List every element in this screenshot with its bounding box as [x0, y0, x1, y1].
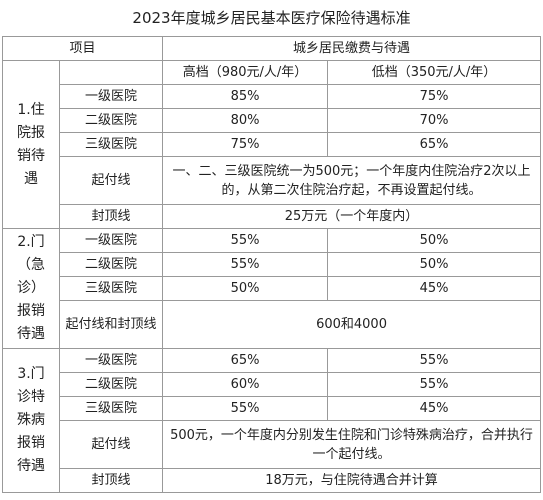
table-cell: 25万元（一个年度内） — [162, 204, 542, 229]
table-row: 三级医院 55% 45% — [3, 396, 542, 421]
table-cell: 起付线 — [58, 420, 164, 469]
table-cell: 城乡居民缴费与待遇 — [162, 36, 542, 61]
table-cell: 起付线 — [58, 156, 164, 205]
table-row: 3.门诊特殊病报销待遇 一级医院 65% 55% — [2, 348, 542, 493]
table-cell: 50% — [327, 252, 542, 277]
table-cell: 二级医院 — [58, 108, 164, 133]
table-cell: 70% — [327, 108, 542, 133]
table-cell: 55% — [162, 228, 329, 253]
table-cell: 1.住院报销待遇 — [2, 60, 60, 229]
table-cell: 起付线和封顶线 — [58, 300, 164, 349]
table-cell: 65% — [327, 132, 542, 157]
table-row: 起付线 500元，一个年度内分别发生住院和门诊特殊病治疗，合并执行一个起付线。 — [3, 420, 542, 469]
table-cell — [58, 60, 164, 85]
table-cell: 80% — [162, 108, 329, 133]
table-cell: 500元，一个年度内分别发生住院和门诊特殊病治疗，合并执行一个起付线。 — [162, 420, 542, 469]
table-cell: 一级医院 — [58, 84, 164, 109]
table-cell: 65% — [162, 348, 329, 373]
table-cell: 一、二、三级医院统一为500元；一个年度内住院治疗2次以上的，从第二次住院治疗起… — [162, 156, 542, 205]
table-row: 项目 城乡居民缴费与待遇 — [1, 36, 542, 61]
table-cell: 60% — [162, 372, 329, 397]
table-row: 2.门（急诊）报销待遇 一级医院 55% 50% — [2, 228, 542, 349]
table-cell: 项目 — [1, 36, 164, 61]
table-cell: 3.门诊特殊病报销待遇 — [2, 348, 60, 493]
table-row: 封顶线 25万元（一个年度内） — [3, 204, 542, 229]
table-row: 1.住院报销待遇 高档（980元/人/年） 低档（350元/人/年） — [2, 60, 542, 229]
table-cell: 55% — [162, 396, 329, 421]
table-cell: 2.门（急诊）报销待遇 — [2, 228, 60, 349]
table-cell: 一级医院 — [58, 348, 164, 373]
table-cell: 85% — [162, 84, 329, 109]
table-cell: 45% — [327, 396, 542, 421]
table-cell: 二级医院 — [58, 252, 164, 277]
table-row: 一级医院 85% 75% — [3, 84, 542, 109]
table: 项目 城乡居民缴费与待遇 1.住院报销待遇 高档（980元/人/年） 低档（350元/人… — [1, 36, 542, 493]
table-row: 起付线 一、二、三级医院统一为500元；一个年度内住院治疗2次以上的，从第二次住院… — [3, 156, 542, 205]
table-row: 二级医院 80% 70% — [3, 108, 542, 133]
table-row: 二级医院 60% 55% — [3, 372, 542, 397]
table-cell: 三级医院 — [58, 132, 164, 157]
table-cell: 55% — [327, 372, 542, 397]
table-cell: 50% — [162, 276, 329, 301]
table-cell: 45% — [327, 276, 542, 301]
table-cell: 一级医院 — [58, 228, 164, 253]
table-row: 三级医院 50% 45% — [3, 276, 542, 301]
table-cell: 50% — [327, 228, 542, 253]
table-cell: 600和4000 — [162, 300, 542, 349]
table-row: 封顶线 18万元，与住院待遇合并计算 — [3, 468, 542, 493]
table-cell: 75% — [327, 84, 542, 109]
table-cell: 封顶线 — [58, 204, 164, 229]
table-cell: 三级医院 — [58, 276, 164, 301]
table-cell: 55% — [327, 348, 542, 373]
table-body: 项目 城乡居民缴费与待遇 1.住院报销待遇 高档（980元/人/年） 低档（350元/人… — [1, 36, 542, 493]
table-cell: 封顶线 — [58, 468, 164, 493]
table-cell: 55% — [162, 252, 329, 277]
table-cell: 75% — [162, 132, 329, 157]
table-row: 起付线和封顶线 600和4000 — [3, 300, 542, 349]
table-row: 三级医院 75% 65% — [3, 132, 542, 157]
table-cell: 二级医院 — [58, 372, 164, 397]
table-cell: 低档（350元/人/年） — [327, 60, 542, 85]
table-row: 二级医院 55% 50% — [3, 252, 542, 277]
table-cell: 18万元，与住院待遇合并计算 — [162, 468, 542, 493]
table-cell: 高档（980元/人/年） — [162, 60, 329, 85]
table-cell: 三级医院 — [58, 396, 164, 421]
title: 2023年度城乡居民基本医疗保险待遇标准 — [132, 9, 411, 27]
